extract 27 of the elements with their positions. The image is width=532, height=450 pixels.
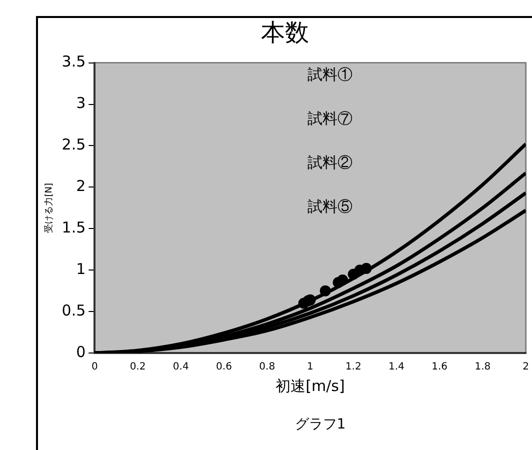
annotation: 試料⑦ xyxy=(308,110,353,128)
y-tick-label: 2 xyxy=(76,177,86,196)
x-tick-label: 1.4 xyxy=(388,362,404,373)
x-tick-label: 0.4 xyxy=(172,362,189,373)
annotation: 試料② xyxy=(308,154,353,172)
x-tick-label: 1.2 xyxy=(345,362,362,373)
y-tick-label: 1 xyxy=(76,260,86,278)
text: グラフ1 xyxy=(294,416,346,433)
annotation: 試料① xyxy=(308,66,353,84)
x-tick-label: 0.6 xyxy=(216,362,232,373)
x-tick-label: 2 xyxy=(522,362,530,373)
y-tick-label: 3 xyxy=(76,94,86,112)
x-tick-label: 1.8 xyxy=(474,362,491,373)
x-axis-title: 初速[m/s] xyxy=(276,376,345,395)
y-tick-label: 2.5 xyxy=(62,136,86,154)
x-tick-label: 0.8 xyxy=(259,362,276,373)
y-tick-label: 0.5 xyxy=(62,301,86,320)
x-tick-label: 0.2 xyxy=(130,362,146,373)
y-tick-label: 1.5 xyxy=(62,218,86,237)
x-tick-label: 0 xyxy=(91,362,98,373)
annotation: 試料⑤ xyxy=(308,198,353,216)
x-tick-label: 1 xyxy=(307,362,314,373)
y-tick-label: 0 xyxy=(76,342,86,361)
y-tick-label: 3.5 xyxy=(62,52,86,71)
x-tick-label: 1.6 xyxy=(432,362,448,373)
y-axis-title: 受ける力[N] xyxy=(44,183,55,233)
chart-title: 本数 xyxy=(261,18,309,47)
